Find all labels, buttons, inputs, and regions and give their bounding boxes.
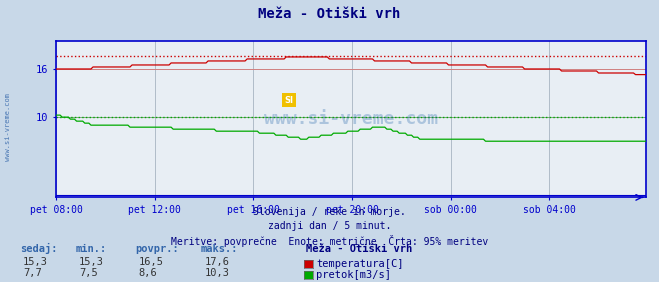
- Text: temperatura[C]: temperatura[C]: [316, 259, 404, 269]
- Text: sedaj:: sedaj:: [20, 243, 57, 254]
- Text: 15,3: 15,3: [79, 257, 104, 267]
- Text: 7,5: 7,5: [79, 268, 98, 278]
- Text: Meritve: povprečne  Enote: metrične  Črta: 95% meritev: Meritve: povprečne Enote: metrične Črta:…: [171, 235, 488, 248]
- Text: povpr.:: povpr.:: [135, 244, 179, 254]
- Text: min.:: min.:: [76, 244, 107, 254]
- Text: www.si-vreme.com: www.si-vreme.com: [5, 93, 11, 161]
- Text: 15,3: 15,3: [23, 257, 48, 267]
- Text: 16,5: 16,5: [138, 257, 163, 267]
- Text: maks.:: maks.:: [201, 244, 239, 254]
- Text: 17,6: 17,6: [204, 257, 229, 267]
- Text: 7,7: 7,7: [23, 268, 42, 278]
- Text: zadnji dan / 5 minut.: zadnji dan / 5 minut.: [268, 221, 391, 231]
- Text: 8,6: 8,6: [138, 268, 157, 278]
- Text: Meža - Otiški vrh: Meža - Otiški vrh: [306, 244, 413, 254]
- Text: Meža - Otiški vrh: Meža - Otiški vrh: [258, 7, 401, 21]
- Text: Slovenija / reke in morje.: Slovenija / reke in morje.: [253, 207, 406, 217]
- Text: www.si-vreme.com: www.si-vreme.com: [264, 110, 438, 128]
- Text: SI: SI: [285, 96, 293, 105]
- Text: 10,3: 10,3: [204, 268, 229, 278]
- Text: pretok[m3/s]: pretok[m3/s]: [316, 270, 391, 280]
